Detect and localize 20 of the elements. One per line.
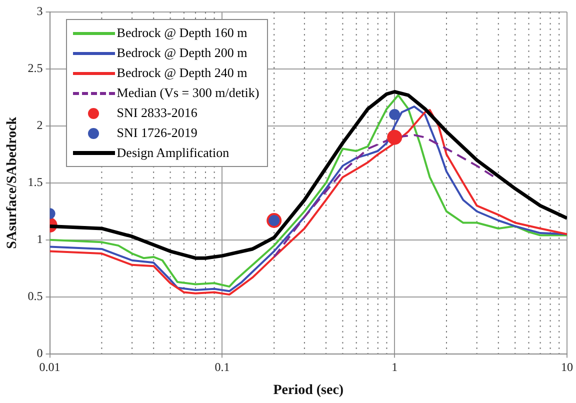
y-tick-label: 0.5 [28, 288, 43, 303]
y-tick-label: 2 [36, 118, 43, 132]
y-tick-label: 1.5 [28, 175, 43, 190]
legend-label: Bedrock @ Depth 240 m [116, 65, 248, 81]
x-tick-label: 0.01 [39, 360, 60, 374]
y-tick-label: 0 [36, 346, 43, 360]
legend-label: Design Amplification [116, 145, 230, 161]
x-tick-label: 0.1 [214, 360, 230, 374]
legend-label: SNI 2833-2016 [116, 105, 198, 121]
x-tick-label: 1 [392, 360, 398, 374]
y-tick-label: 1 [36, 232, 43, 246]
y-tick-label: 2.5 [28, 61, 43, 76]
legend-label: Median (Vs = 300 m/detik) [116, 85, 260, 101]
y-axis-title: SAsurface/SAbedrock [5, 116, 20, 249]
x-axis-title: Period (sec) [273, 383, 344, 398]
y-tick-label: 3 [36, 4, 43, 18]
legend-label: SNI 1726-2019 [116, 125, 198, 141]
legend-label: Bedrock @ Depth 160 m [116, 25, 248, 41]
legend-label: Bedrock @ Depth 200 m [116, 45, 248, 61]
x-tick-label: 10 [561, 360, 573, 374]
